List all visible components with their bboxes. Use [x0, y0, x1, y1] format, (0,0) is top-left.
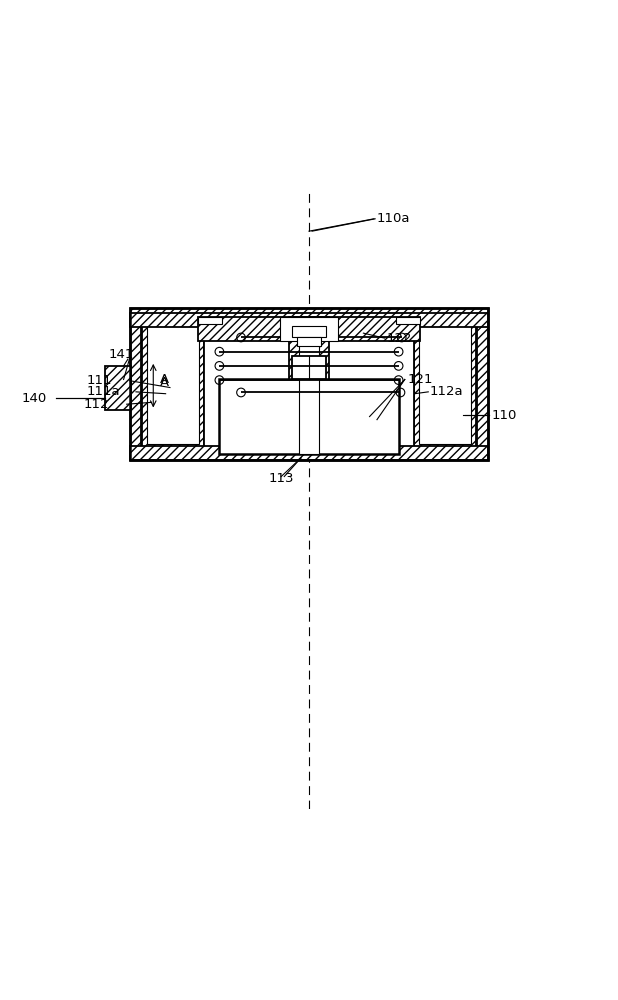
Bar — [396, 317, 420, 324]
Bar — [130, 446, 488, 460]
Bar — [292, 326, 326, 337]
Text: 111a: 111a — [87, 385, 120, 398]
Bar — [130, 308, 488, 460]
Text: 122: 122 — [386, 332, 412, 345]
Bar — [297, 337, 321, 346]
Bar — [147, 323, 199, 444]
Text: 140: 140 — [22, 392, 47, 405]
Bar — [142, 317, 204, 450]
Bar — [204, 317, 414, 450]
Text: A: A — [159, 376, 169, 389]
Bar — [289, 317, 329, 454]
Text: 111: 111 — [87, 374, 112, 387]
Text: 113: 113 — [269, 472, 294, 485]
Text: 121: 121 — [408, 373, 433, 386]
Text: 141: 141 — [108, 348, 133, 361]
Text: A: A — [159, 373, 169, 386]
Text: 110a: 110a — [377, 212, 410, 225]
Bar — [198, 317, 222, 324]
Bar — [219, 379, 399, 454]
Bar — [105, 366, 131, 410]
Bar — [414, 317, 476, 450]
Text: 110: 110 — [491, 409, 517, 422]
Text: 112: 112 — [83, 398, 109, 411]
Bar — [198, 317, 420, 341]
Bar — [130, 313, 488, 327]
Text: 112a: 112a — [430, 385, 463, 398]
Bar — [141, 316, 477, 452]
Bar — [130, 308, 488, 460]
Bar — [299, 317, 319, 454]
Bar — [419, 323, 471, 444]
Bar — [292, 356, 326, 379]
Bar — [280, 317, 338, 341]
